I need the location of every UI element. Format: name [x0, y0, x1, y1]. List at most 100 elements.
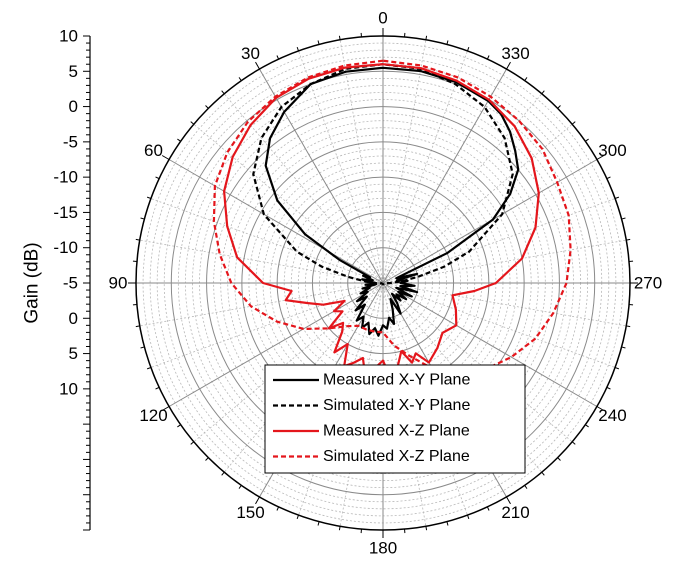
- major-grid-spoke: [259, 68, 384, 284]
- minor-grid-spoke: [339, 282, 384, 527]
- angle-tick-mark: [317, 521, 320, 526]
- angle-label: 240: [598, 406, 626, 425]
- angle-axis-labels: 0 30 60 90 120 150 180 210 240 270 300 330: [109, 9, 663, 558]
- radial-tick-label: -5: [63, 132, 78, 151]
- minor-grid-spoke: [193, 123, 384, 284]
- radial-tick-label: -10: [53, 168, 78, 187]
- angle-tick-mark: [626, 325, 631, 328]
- radial-tick-label: 5: [69, 62, 78, 81]
- minor-grid-spoke: [382, 39, 427, 284]
- minor-grid-spoke: [139, 239, 384, 284]
- legend-entry: Simulated X-Y Plane: [323, 397, 470, 414]
- angle-tick-mark: [177, 424, 181, 428]
- angle-tick-mark: [140, 346, 145, 349]
- angle-tick-mark: [338, 35, 341, 40]
- minor-grid-spoke: [339, 39, 384, 284]
- angle-tick-mark: [276, 506, 280, 511]
- angle-label: 300: [598, 141, 626, 160]
- minor-grid-spoke: [193, 282, 384, 443]
- legend-entry: Measured X-Y Plane: [323, 372, 470, 389]
- angle-tick-mark: [571, 121, 576, 125]
- angle-tick-mark: [190, 441, 195, 445]
- angle-tick-mark: [486, 55, 490, 60]
- minor-grid-spoke: [298, 50, 384, 284]
- angle-label: 150: [236, 503, 264, 522]
- angle-tick-mark: [238, 77, 242, 81]
- legend-entry: Simulated X-Z Plane: [323, 448, 470, 465]
- angle-tick-mark: [190, 121, 195, 125]
- angle-label: 90: [109, 274, 128, 293]
- angle-label: 180: [369, 539, 397, 558]
- minor-grid-spoke: [382, 282, 616, 368]
- series-line-1: [264, 66, 520, 337]
- angle-tick-mark: [596, 155, 605, 160]
- angle-tick-mark: [467, 46, 470, 52]
- angle-tick-mark: [506, 496, 511, 505]
- major-grid-spoke: [382, 68, 507, 284]
- series-line-2: [252, 63, 514, 286]
- angle-tick-mark: [177, 138, 181, 142]
- angle-tick-mark: [541, 90, 545, 95]
- angle-tick-mark: [338, 526, 341, 531]
- minor-grid-spoke: [382, 93, 543, 284]
- minor-grid-spoke: [223, 282, 384, 473]
- angle-tick-mark: [161, 406, 170, 411]
- angle-tick-mark: [524, 485, 528, 489]
- angle-tick-mark: [276, 55, 280, 60]
- radial-tick-label: 5: [69, 344, 78, 363]
- angle-tick-mark: [238, 485, 242, 489]
- minor-grid-spoke: [382, 50, 468, 284]
- angle-tick-mark: [146, 196, 152, 199]
- angle-tick-mark: [446, 40, 449, 45]
- angle-tick-mark: [446, 521, 449, 526]
- angle-tick-mark: [140, 217, 145, 220]
- minor-grid-spoke: [139, 282, 384, 327]
- angle-tick-mark: [506, 61, 511, 70]
- angle-tick-mark: [296, 514, 299, 520]
- angle-tick-mark: [155, 386, 160, 390]
- angle-tick-mark: [205, 457, 209, 461]
- radial-tick-label: -15: [53, 203, 78, 222]
- angle-tick-mark: [296, 46, 299, 52]
- angle-tick-mark: [221, 90, 225, 95]
- minor-grid-spoke: [382, 198, 616, 284]
- angle-tick-mark: [557, 457, 561, 461]
- angle-label: 330: [501, 44, 529, 63]
- angle-tick-mark: [557, 105, 561, 109]
- angle-tick-mark: [255, 61, 260, 70]
- angle-label: 60: [144, 141, 163, 160]
- minor-grid-spoke: [382, 282, 427, 527]
- angle-tick-mark: [596, 406, 605, 411]
- angle-label: 0: [378, 9, 387, 28]
- angle-tick-mark: [425, 35, 428, 40]
- angle-label: 270: [634, 274, 662, 293]
- angle-tick-mark: [614, 196, 620, 199]
- angle-tick-mark: [467, 514, 470, 520]
- minor-grid-spoke: [298, 282, 384, 516]
- angle-tick-mark: [606, 176, 611, 180]
- angle-tick-mark: [205, 105, 209, 109]
- angle-tick-mark: [585, 138, 589, 142]
- angle-tick-mark: [135, 325, 140, 328]
- series-line-4: [212, 59, 572, 376]
- radial-tick-label: 10: [59, 27, 78, 46]
- angle-tick-mark: [571, 441, 576, 445]
- angle-tick-mark: [317, 40, 320, 45]
- radial-tick-label: 10: [59, 379, 78, 398]
- radial-tick-label: 0: [69, 97, 78, 116]
- major-grid-spoke: [168, 159, 384, 284]
- angle-tick-mark: [614, 367, 620, 370]
- legend-entry: Measured X-Z Plane: [323, 423, 470, 440]
- major-grid-spoke: [382, 282, 598, 407]
- radial-tick-label: -5: [63, 274, 78, 293]
- minor-grid-spoke: [150, 198, 384, 284]
- angle-tick-mark: [425, 526, 428, 531]
- legend-box: [264, 364, 526, 474]
- legend: Measured X-Y Plane Simulated X-Y Plane Mea…: [264, 364, 526, 474]
- angle-tick-mark: [621, 217, 626, 220]
- radial-tick-label: 0: [69, 309, 78, 328]
- angle-tick-mark: [541, 471, 545, 476]
- angle-tick-mark: [626, 238, 631, 241]
- minor-grid-spoke: [382, 282, 573, 443]
